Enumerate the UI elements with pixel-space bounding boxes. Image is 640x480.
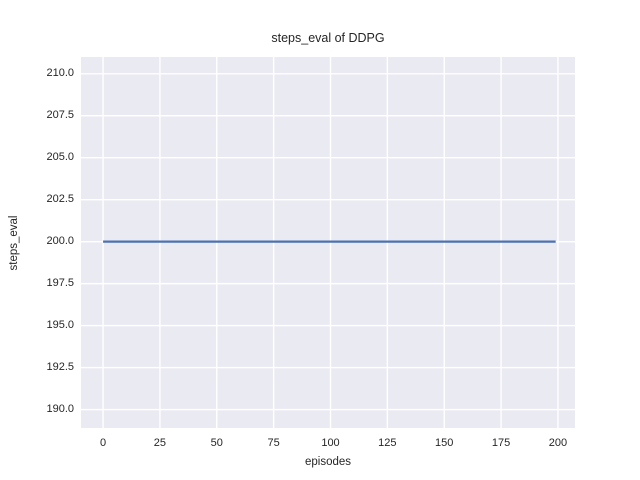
y-tick-label: 195.0: [46, 319, 74, 332]
x-tick-label: 75: [267, 437, 280, 449]
x-tick-label: 125: [378, 437, 397, 449]
y-tick-label: 207.5: [46, 109, 74, 122]
x-tick-label: 150: [435, 437, 454, 449]
y-tick-label: 205.0: [46, 151, 74, 164]
chart-title: steps_eval of DDPG: [271, 31, 385, 45]
x-axis-label: episodes: [304, 456, 352, 468]
y-tick-label: 200.0: [46, 235, 74, 248]
x-tick-label: 200: [548, 437, 568, 449]
y-tick-label: 192.5: [46, 361, 74, 374]
y-tick-label: 202.5: [46, 193, 74, 206]
x-tick-label: 50: [210, 437, 223, 449]
x-tick-label: 25: [153, 437, 167, 449]
plot-canvas: [81, 57, 575, 428]
y-tick-label: 197.5: [46, 277, 74, 290]
plot-area: [81, 57, 575, 428]
x-tick-label: 0: [99, 437, 107, 449]
x-tick-label: 175: [491, 437, 511, 449]
y-tick-label: 190.0: [46, 403, 74, 416]
y-tick-label: 210.0: [46, 67, 74, 80]
x-tick-label: 100: [321, 437, 340, 449]
